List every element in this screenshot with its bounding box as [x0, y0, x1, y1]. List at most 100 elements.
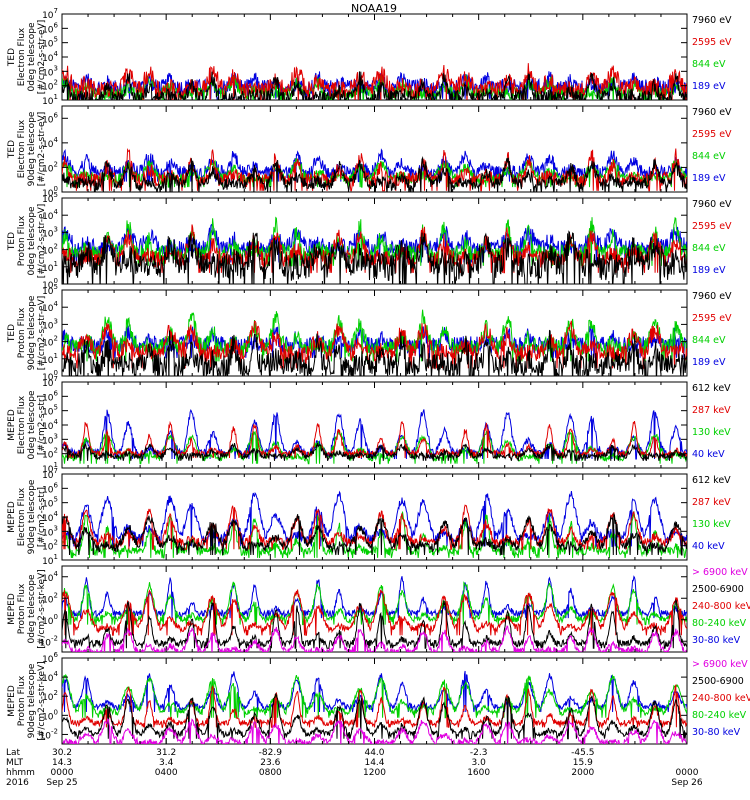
legend-entry: > 6900 keV	[692, 659, 748, 670]
y-axis-label-line: 0deg telescope	[27, 390, 37, 460]
legend-entry: 2500-6900	[692, 584, 744, 595]
legend-entry: 7960 eV	[692, 291, 732, 302]
y-axis-label-line: [#/cm2-s-str-keV]	[37, 661, 47, 740]
y-axis-label-line: MEPED	[7, 593, 17, 625]
series-line-red	[62, 683, 687, 730]
series-line-red	[62, 224, 687, 274]
x-tick-label-hhmm: 0400	[155, 768, 178, 778]
x-tick-label-date: Sep 26	[671, 778, 703, 788]
x-row-label: 2016	[6, 778, 29, 788]
y-tick-label: 101	[42, 553, 58, 567]
series-line-black	[62, 693, 687, 740]
y-axis-label-line: MEPED	[7, 501, 17, 533]
legend-entry: 7960 eV	[692, 15, 732, 26]
series-line-red	[62, 589, 687, 636]
y-axis-label-line: [#/cm2-s-str]	[37, 487, 47, 547]
x-tick-label-mlt: 3.0	[472, 758, 487, 768]
series-line-black	[62, 599, 687, 649]
x-row-label: hhmm	[6, 768, 35, 778]
y-tick-label: 107	[42, 7, 58, 21]
legend-entry: 189 eV	[692, 265, 726, 276]
legend-entry: 844 eV	[692, 335, 726, 346]
y-axis-label-line: 90deg telescope	[27, 663, 37, 738]
legend-entry: 240-800 keV	[692, 601, 750, 612]
y-axis-label-line: TED	[7, 48, 17, 67]
legend-entry: 80-240 keV	[692, 618, 747, 629]
legend-entry: 2595 eV	[692, 37, 732, 48]
x-tick-label-mlt: 3.4	[159, 758, 174, 768]
x-tick-label-lat: 31.2	[156, 748, 176, 758]
y-axis-label-line: 0deg telescope	[27, 22, 37, 92]
series-line-black	[62, 230, 687, 284]
legend-entry: 30-80 keV	[692, 727, 741, 738]
y-axis-label-line: 90deg telescope	[27, 295, 37, 370]
legend-entry: 612 keV	[692, 383, 731, 394]
legend-entry: 189 eV	[692, 357, 726, 368]
x-tick-label-lat: -82.9	[259, 748, 283, 758]
x-tick-label-mlt: 23.6	[260, 758, 280, 768]
legend-entry: 130 keV	[692, 519, 731, 530]
y-axis-label-line: Proton Flux	[17, 583, 27, 634]
legend-entry: 2595 eV	[692, 221, 732, 232]
x-tick-label-lat: 30.2	[52, 748, 72, 758]
y-axis-label-line: Electron Flux	[17, 27, 27, 86]
y-axis-label-line: Proton Flux	[17, 307, 27, 358]
figure-title: NOAA19	[351, 2, 397, 15]
x-tick-label-hhmm: 1200	[363, 768, 386, 778]
x-tick-label-hhmm: 1600	[467, 768, 490, 778]
y-axis-label-line: 90deg telescope	[27, 111, 37, 186]
legend-entry: 40 keV	[692, 541, 725, 552]
x-tick-label-hhmm: 2000	[571, 768, 594, 778]
series-line-blue	[62, 323, 687, 359]
x-tick-label-mlt: 15.9	[573, 758, 593, 768]
series-line-green	[62, 429, 687, 465]
series-line-blue	[62, 670, 687, 713]
y-axis-label-line: [#/cm2-s-str-keV]	[37, 569, 47, 648]
series-line-red	[62, 504, 687, 550]
legend-entry: 612 keV	[692, 475, 731, 486]
legend-entry: 240-800 keV	[692, 693, 750, 704]
legend-entry: 7960 eV	[692, 107, 732, 118]
legend-entry: 2595 eV	[692, 313, 732, 324]
legend-entry: 287 keV	[692, 405, 731, 416]
y-axis-label-line: Electron Flux	[17, 395, 27, 454]
legend-entry: 189 eV	[692, 173, 726, 184]
legend-entry: 844 eV	[692, 59, 726, 70]
legend-entry: 189 eV	[692, 81, 726, 92]
x-tick-label-date: Sep 25	[46, 778, 77, 788]
y-axis-label-line: 0deg telescope	[27, 206, 37, 276]
legend-entry: > 6900 keV	[692, 567, 748, 578]
series-line-green	[62, 581, 687, 626]
series-line-green	[62, 673, 687, 719]
x-row-label: Lat	[6, 748, 21, 758]
series-line-black	[62, 329, 687, 376]
y-axis-label-line: [#/cm2-s-str-eV]	[37, 204, 47, 279]
legend-entry: 844 eV	[692, 243, 726, 254]
x-tick-label-mlt: 14.4	[364, 758, 384, 768]
legend-entry: 2500-6900	[692, 676, 744, 687]
y-axis-label-line: 0deg telescope	[27, 574, 37, 644]
series-line-red	[62, 63, 687, 100]
y-axis-label-line: MEPED	[7, 685, 17, 717]
y-axis-label-line: TED	[7, 140, 17, 159]
x-tick-label-lat: -45.5	[571, 748, 594, 758]
legend-entry: 130 keV	[692, 427, 731, 438]
x-tick-label-hhmm: 0000	[51, 768, 74, 778]
x-tick-label-lat: 44.0	[364, 748, 384, 758]
x-tick-label-lat: -2.3	[470, 748, 488, 758]
y-axis-label-line: Electron Flux	[17, 119, 27, 178]
legend-entry: 287 keV	[692, 497, 731, 508]
x-tick-label-mlt: 14.3	[52, 758, 72, 768]
legend-entry: 844 eV	[692, 151, 726, 162]
legend-entry: 40 keV	[692, 449, 725, 460]
y-axis-label-line: [#/cm2-s-str]	[37, 395, 47, 455]
legend-entry: 30-80 keV	[692, 635, 741, 646]
